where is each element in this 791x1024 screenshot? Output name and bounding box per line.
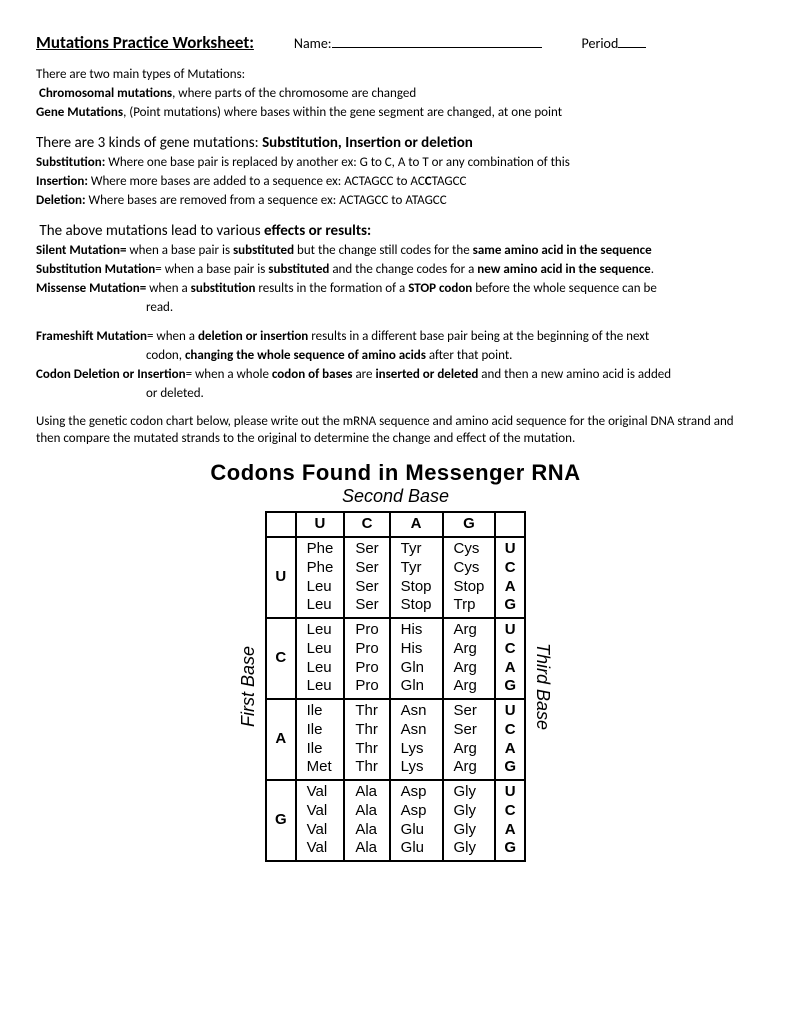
col-head: G — [443, 512, 496, 537]
codon-cell: IleIleIleMet — [296, 699, 345, 780]
col-head: C — [344, 512, 389, 537]
effect-missense-1: Missense Mutation= when a substitution r… — [36, 281, 755, 298]
effect-frameshift-1: Frameshift Mutation= when a deletion or … — [36, 329, 755, 346]
codon-cell: SerSerSerSer — [344, 537, 389, 618]
third-base-cell: UCAG — [495, 618, 525, 699]
third-base-cell: UCAG — [495, 780, 525, 861]
codon-cell: AsnAsnLysLys — [390, 699, 443, 780]
codon-subtitle: Second Base — [136, 486, 656, 507]
codon-cell: LeuLeuLeuLeu — [296, 618, 345, 699]
kind-deletion: Deletion: Where bases are removed from a… — [36, 193, 755, 210]
effect-missense-2: read. — [36, 300, 755, 317]
codon-cell: ArgArgArgArg — [443, 618, 496, 699]
third-base-cell: UCAG — [495, 537, 525, 618]
codon-cell: ProProProPro — [344, 618, 389, 699]
col-head: U — [296, 512, 345, 537]
intro-chrom: Chromosomal mutations, where parts of th… — [36, 86, 755, 103]
codon-cell: ThrThrThrThr — [344, 699, 389, 780]
kind-insertion: Insertion: Where more bases are added to… — [36, 174, 755, 191]
codon-table: UCAGUPhePheLeuLeuSerSerSerSerTyrTyrStopS… — [265, 511, 526, 862]
third-base-cell: UCAG — [495, 699, 525, 780]
first-base-cell: U — [266, 537, 296, 618]
codon-cell: PhePheLeuLeu — [296, 537, 345, 618]
codon-cell: AlaAlaAlaAla — [344, 780, 389, 861]
period-field: Period — [582, 35, 647, 52]
effects-head: The above mutations lead to various effe… — [36, 222, 755, 242]
first-base-cell: G — [266, 780, 296, 861]
first-base-cell: C — [266, 618, 296, 699]
codon-cell: CysCysStopTrp — [443, 537, 496, 618]
col-head: A — [390, 512, 443, 537]
effect-silent: Silent Mutation= when a base pair is sub… — [36, 243, 755, 260]
intro-line1: There are two main types of Mutations: — [36, 67, 755, 84]
codon-chart: Codons Found in Messenger RNA Second Bas… — [136, 460, 656, 862]
first-base-label: First Base — [232, 646, 265, 727]
name-field: Name: — [294, 35, 542, 52]
kinds-block: There are 3 kinds of gene mutations: Sub… — [36, 134, 755, 210]
page-title: Mutations Practice Worksheet: — [36, 32, 254, 53]
intro-gene: Gene Mutations, (Point mutations) where … — [36, 105, 755, 122]
codon-cell: GlyGlyGlyGly — [443, 780, 496, 861]
codon-cell: HisHisGlnGln — [390, 618, 443, 699]
kinds-head: There are 3 kinds of gene mutations: Sub… — [36, 134, 755, 154]
effect-substitution: Substitution Mutation= when a base pair … — [36, 262, 755, 279]
name-label: Name: — [294, 35, 332, 52]
effect-codon-di-1: Codon Deletion or Insertion= when a whol… — [36, 367, 755, 384]
period-label: Period — [582, 35, 619, 52]
frameshift-block: Frameshift Mutation= when a deletion or … — [36, 329, 755, 403]
effect-frameshift-2: codon, changing the whole sequence of am… — [36, 348, 755, 365]
effects-block: The above mutations lead to various effe… — [36, 222, 755, 317]
effect-codon-di-2: or deleted. — [36, 386, 755, 403]
name-blank[interactable] — [332, 47, 542, 48]
first-base-cell: A — [266, 699, 296, 780]
instruction-text: Using the genetic codon chart below, ple… — [36, 414, 755, 448]
codon-cell: ValValValVal — [296, 780, 345, 861]
codon-cell: AspAspGluGlu — [390, 780, 443, 861]
intro-block: There are two main types of Mutations: C… — [36, 67, 755, 122]
codon-title: Codons Found in Messenger RNA — [136, 460, 656, 486]
codon-cell: TyrTyrStopStop — [390, 537, 443, 618]
period-blank[interactable] — [618, 47, 646, 48]
header: Mutations Practice Worksheet: Name: Peri… — [36, 32, 755, 53]
codon-cell: SerSerArgArg — [443, 699, 496, 780]
third-base-label: Third Base — [526, 643, 559, 730]
kind-substitution: Substitution: Where one base pair is rep… — [36, 155, 755, 172]
